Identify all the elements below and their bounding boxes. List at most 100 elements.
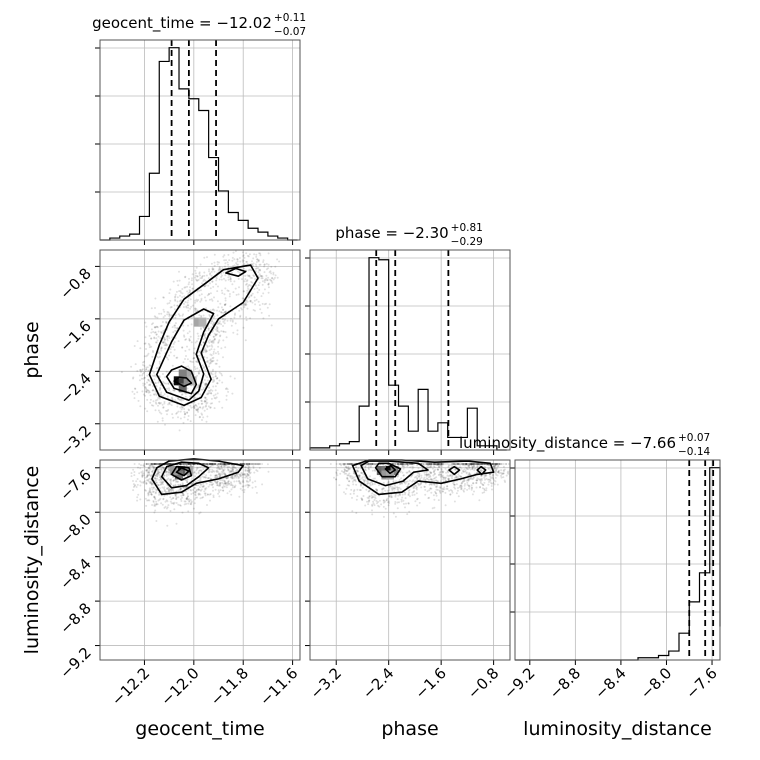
scatter-point [491, 488, 493, 491]
scatter-point [178, 300, 181, 303]
scatter-point [212, 285, 215, 288]
scatter-point [223, 319, 226, 322]
scatter-point [374, 470, 377, 472]
scatter-point [241, 251, 244, 254]
scatter-point [223, 465, 226, 468]
scatter-point [249, 300, 252, 303]
scatter-point [173, 389, 176, 392]
scatter-point [146, 468, 149, 471]
scatter-point [454, 487, 457, 490]
scatter-point [203, 490, 206, 493]
scatter-point [209, 361, 212, 364]
scatter-point [427, 464, 430, 467]
scatter-point [217, 463, 220, 465]
scatter-point [153, 495, 156, 498]
scatter-point [176, 279, 179, 282]
scatter-point [196, 467, 199, 470]
scatter-point [186, 463, 189, 465]
scatter-point [169, 510, 172, 512]
scatter-point [187, 510, 190, 513]
scatter-point [215, 476, 218, 479]
scatter-point [219, 463, 222, 465]
scatter-point [218, 371, 221, 374]
scatter-point [187, 296, 190, 299]
scatter-point [202, 341, 205, 344]
scatter-point [167, 467, 169, 470]
scatter-point [216, 467, 218, 470]
scatter-point [483, 476, 486, 479]
scatter-point [170, 346, 173, 349]
scatter-point [245, 252, 248, 255]
scatter-point [157, 472, 160, 475]
scatter-point [202, 367, 205, 370]
scatter-point [167, 358, 170, 361]
scatter-point [154, 409, 157, 412]
scatter-point [194, 276, 197, 279]
scatter-point [438, 471, 441, 474]
scatter-point [239, 314, 242, 317]
scatter-point [368, 495, 371, 498]
scatter-point [216, 463, 219, 466]
scatter-point [194, 307, 197, 310]
scatter-point [463, 484, 466, 487]
scatter-point [201, 485, 204, 488]
scatter-point [154, 401, 157, 404]
scatter-point [169, 463, 172, 465]
scatter-point [205, 348, 207, 351]
scatter-point [237, 293, 240, 296]
scatter-point [278, 260, 281, 263]
scatter-point [205, 404, 208, 407]
scatter-point [160, 347, 163, 350]
scatter-point [154, 307, 156, 309]
scatter-point [146, 471, 149, 474]
scatter-point [220, 347, 223, 350]
scatter-point [213, 253, 216, 256]
scatter-point [221, 479, 224, 482]
scatter-point [373, 504, 376, 507]
scatter-point [402, 465, 405, 468]
scatter-point [243, 304, 246, 307]
scatter-point [187, 324, 189, 327]
scatter-point [158, 471, 161, 474]
scatter-point [381, 491, 384, 494]
scatter-point [212, 356, 215, 359]
scatter-point [407, 494, 410, 497]
scatter-point [187, 408, 190, 411]
scatter-point [148, 487, 151, 490]
scatter-point [227, 468, 230, 471]
scatter-point [153, 477, 156, 479]
scatter-point [190, 406, 193, 409]
scatter-point [231, 468, 234, 471]
scatter-point [227, 276, 230, 279]
scatter-point [463, 487, 466, 490]
scatter-point [413, 493, 416, 496]
scatter-point [147, 492, 149, 495]
scatter-point [210, 298, 213, 301]
scatter-point [170, 502, 173, 505]
scatter-point [153, 371, 155, 374]
scatter-point [257, 259, 260, 262]
scatter-point [148, 364, 151, 367]
scatter-point [343, 471, 346, 474]
scatter-point [246, 472, 249, 475]
scatter-point [204, 476, 207, 479]
scatter-point [184, 358, 186, 360]
scatter-point [463, 468, 466, 471]
scatter-point [189, 335, 192, 338]
scatter-point [155, 394, 158, 397]
scatter-point [186, 332, 189, 335]
scatter-point [336, 474, 339, 477]
scatter-point [175, 480, 178, 483]
x-tick-label: −9.2 [500, 664, 538, 702]
scatter-point [148, 466, 151, 469]
scatter-point [174, 484, 177, 487]
scatter-point [205, 474, 208, 477]
scatter-point [198, 372, 201, 375]
scatter-point [195, 266, 198, 269]
scatter-point [244, 484, 247, 487]
scatter-point [211, 268, 214, 271]
scatter-point [214, 375, 217, 378]
scatter-point [249, 299, 252, 302]
scatter-point [210, 348, 213, 351]
scatter-point [208, 345, 211, 348]
